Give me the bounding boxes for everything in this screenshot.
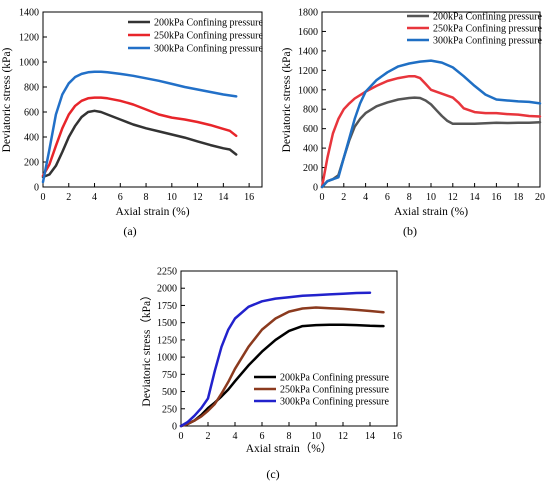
legend-label-0: 200kPa Confining pressure bbox=[154, 18, 263, 29]
y-tick-label: 400 bbox=[303, 144, 318, 155]
plot-frame bbox=[42, 11, 263, 188]
y-tick-label: 1000 bbox=[298, 85, 318, 96]
x-tick-label: 2 bbox=[341, 192, 346, 203]
y-tick-label: 600 bbox=[24, 108, 39, 119]
y-tick-label: 600 bbox=[303, 124, 318, 135]
series-line-1 bbox=[41, 96, 238, 178]
x-tick-label: 20 bbox=[535, 192, 545, 203]
x-tick-label: 4 bbox=[92, 192, 97, 203]
y-tick-label: 1750 bbox=[157, 301, 177, 312]
x-tick-label: 6 bbox=[118, 192, 123, 203]
chart-panel-1: 0 2 4 6 8 10 12 14 16 18 2002004006008001000120014… bbox=[281, 8, 545, 239]
x-tick-label: 0 bbox=[320, 192, 325, 203]
series-line-2 bbox=[179, 291, 372, 428]
legend-label-1: 250kPa Confining pressure bbox=[154, 31, 263, 42]
chart-panel-0: 0 2 4 6 8 10 12 14 16 0 200 400 600 800 1000 1200 1400 Ax… bbox=[1, 8, 263, 239]
series-line-2 bbox=[320, 59, 542, 189]
x-tick-label: 6 bbox=[260, 431, 265, 442]
chart-panel-2: 0 2 4 6 8 10 12 14 16 0 250 500 750 1000 1250 1500 1750 2… bbox=[140, 267, 402, 482]
x-tick-label: 14 bbox=[365, 431, 375, 442]
y-tick-label: 200 bbox=[303, 163, 318, 174]
series-line-0 bbox=[320, 96, 542, 189]
x-tick-label: 14 bbox=[470, 192, 480, 203]
legend-label-2: 300kPa Confining pressure bbox=[154, 44, 263, 55]
x-tick-label: 4 bbox=[233, 431, 238, 442]
x-tick-label: 12 bbox=[338, 431, 348, 442]
x-tick-label: 8 bbox=[144, 192, 149, 203]
x-axis-label: Axial strain (%) bbox=[115, 206, 189, 218]
y-axis-label: Deviatoric stress (kPa) bbox=[1, 47, 13, 152]
x-tick-label: 10 bbox=[167, 192, 177, 203]
x-tick-label: 10 bbox=[311, 431, 321, 442]
panel-label: (a) bbox=[123, 224, 136, 238]
y-tick-label: 400 bbox=[24, 133, 39, 144]
y-tick-label: 500 bbox=[162, 387, 177, 398]
x-tick-label: 14 bbox=[218, 192, 228, 203]
legend-label-2: 300kPa Confining pressure bbox=[280, 397, 389, 408]
y-tick-label: 1200 bbox=[298, 66, 318, 77]
y-axis-label: Deviatoric stress (kPa) bbox=[281, 47, 293, 152]
x-tick-label: 0 bbox=[41, 192, 46, 203]
x-tick-label: 4 bbox=[363, 192, 368, 203]
x-axis-label: Axial strain (%) bbox=[394, 206, 468, 218]
y-tick-label: 1400 bbox=[298, 46, 318, 57]
y-tick-label: 2250 bbox=[157, 267, 177, 278]
x-tick-label: 0 bbox=[179, 431, 184, 442]
y-tick-label: 0 bbox=[34, 183, 39, 194]
y-tick-label: 1600 bbox=[298, 27, 318, 38]
x-tick-label: 16 bbox=[244, 192, 254, 203]
y-tick-label: 1500 bbox=[157, 318, 177, 329]
x-tick-label: 10 bbox=[426, 192, 436, 203]
legend-label-1: 250kPa Confining pressure bbox=[433, 24, 542, 35]
x-tick-label: 18 bbox=[513, 192, 523, 203]
y-tick-label: 800 bbox=[24, 83, 39, 94]
legend-label-1: 250kPa Confining pressure bbox=[280, 385, 389, 396]
y-tick-label: 250 bbox=[162, 404, 177, 415]
x-tick-label: 8 bbox=[407, 192, 412, 203]
x-tick-label: 8 bbox=[287, 431, 292, 442]
y-tick-label: 1250 bbox=[157, 335, 177, 346]
legend-label-2: 300kPa Confining pressure bbox=[433, 36, 542, 47]
x-tick-label: 16 bbox=[491, 192, 501, 203]
legend-label-0: 200kPa Confining pressure bbox=[280, 373, 389, 384]
y-tick-label: 1800 bbox=[298, 8, 318, 19]
x-tick-label: 12 bbox=[448, 192, 458, 203]
y-axis-label: Deviatoric stress（kPa） bbox=[140, 289, 153, 406]
y-tick-label: 0 bbox=[313, 183, 318, 194]
y-tick-label: 1200 bbox=[19, 33, 39, 44]
y-tick-label: 200 bbox=[24, 158, 39, 169]
x-tick-label: 2 bbox=[66, 192, 71, 203]
series-line-0 bbox=[41, 109, 238, 179]
panel-label: (b) bbox=[403, 224, 417, 238]
x-axis-label: Axial strain（%） bbox=[246, 442, 333, 455]
x-tick-label: 2 bbox=[206, 431, 211, 442]
panel-label: (c) bbox=[266, 467, 279, 481]
y-tick-label: 0 bbox=[172, 422, 177, 433]
legend-label-0: 200kPa Confining pressure bbox=[433, 12, 542, 23]
series-line-1 bbox=[179, 306, 385, 428]
y-tick-label: 750 bbox=[162, 370, 177, 381]
x-tick-label: 6 bbox=[385, 192, 390, 203]
x-tick-label: 16 bbox=[392, 431, 402, 442]
series-line-2 bbox=[41, 70, 238, 184]
series-line-1 bbox=[320, 74, 542, 189]
y-tick-label: 2000 bbox=[157, 284, 177, 295]
y-tick-label: 1000 bbox=[19, 58, 39, 69]
y-tick-label: 1000 bbox=[157, 353, 177, 364]
y-tick-label: 800 bbox=[303, 105, 318, 116]
x-tick-label: 12 bbox=[193, 192, 203, 203]
y-tick-label: 1400 bbox=[19, 8, 39, 19]
